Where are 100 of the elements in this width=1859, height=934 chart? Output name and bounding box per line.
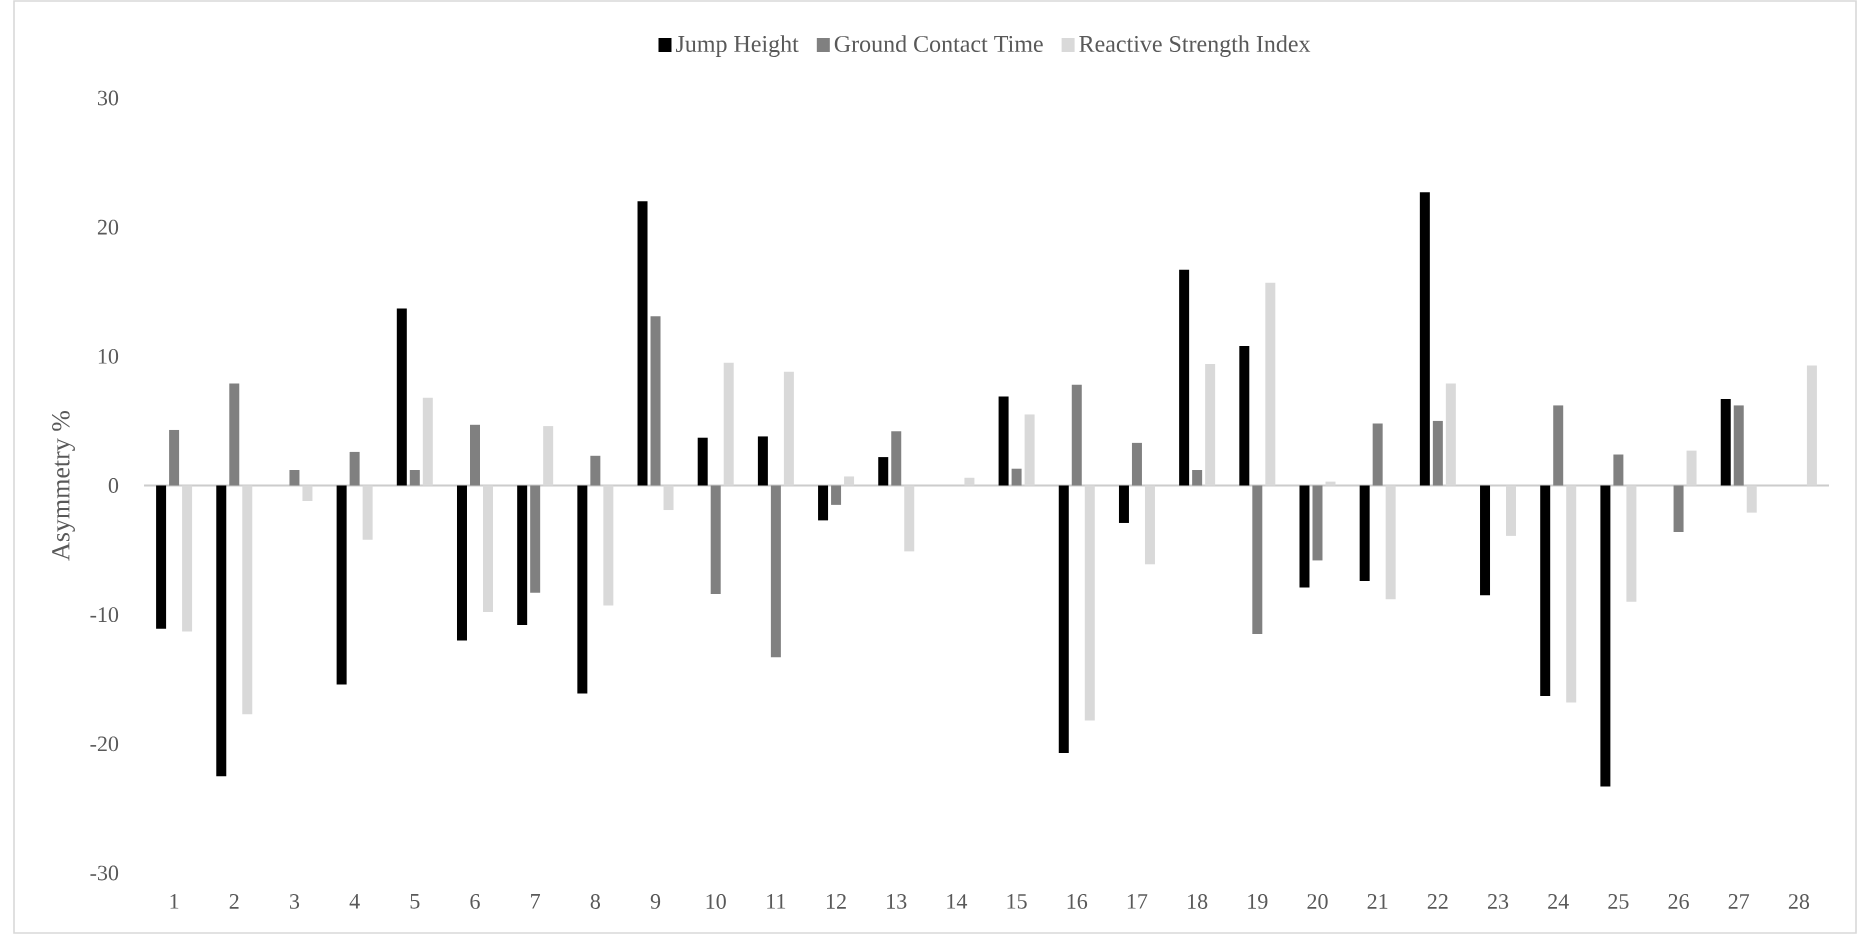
bar — [1118, 485, 1129, 523]
bar — [169, 429, 180, 486]
x-tick-label: 26 — [1668, 894, 1689, 909]
bar — [1673, 485, 1684, 533]
bar — [1179, 269, 1190, 486]
x-tick-label: 21 — [1367, 894, 1388, 909]
bar — [603, 485, 614, 606]
bar — [964, 477, 975, 486]
x-tick-label: 16 — [1067, 894, 1088, 909]
legend-label: Ground Contact Time — [834, 35, 1043, 53]
bar — [904, 485, 915, 552]
x-tick-label: 20 — [1307, 894, 1328, 909]
bar — [422, 397, 433, 486]
bar — [1131, 442, 1142, 486]
bar — [1600, 485, 1611, 787]
x-tick-label: 11 — [767, 894, 786, 909]
x-tick-label: 24 — [1548, 894, 1569, 909]
bar — [1506, 485, 1517, 536]
bar — [1239, 346, 1250, 486]
bar — [697, 437, 708, 486]
y-tick-label: 30 — [98, 90, 119, 106]
x-tick-label: 17 — [1127, 894, 1148, 909]
bar — [182, 485, 193, 632]
x-tick-label: 12 — [827, 894, 846, 909]
y-axis-title: Asymmetry % — [52, 410, 75, 561]
x-tick-label: 4 — [349, 894, 360, 909]
bar — [590, 455, 601, 486]
x-tick-label: 1 — [170, 894, 179, 909]
bar — [1372, 423, 1383, 486]
bar — [1733, 405, 1744, 486]
x-tick-label: 15 — [1007, 894, 1027, 909]
x-tick-label: 8 — [590, 894, 601, 909]
bar — [1540, 485, 1551, 697]
bar — [396, 308, 407, 486]
bar — [637, 201, 648, 486]
x-tick-label: 5 — [410, 894, 420, 909]
bar — [1553, 405, 1564, 486]
bar — [349, 451, 360, 486]
bar — [1312, 485, 1323, 561]
bar — [1084, 485, 1095, 721]
y-tick-label: 0 — [108, 478, 119, 493]
bar — [456, 485, 467, 641]
bar — [783, 371, 794, 486]
bar — [216, 485, 227, 777]
bar — [409, 470, 420, 486]
bar — [650, 316, 661, 486]
bar — [1024, 414, 1035, 486]
bar — [1480, 485, 1491, 596]
bar — [1445, 383, 1456, 486]
bar — [156, 485, 167, 629]
bar — [710, 485, 721, 594]
bar — [1566, 485, 1577, 703]
y-tick-label: -30 — [90, 865, 119, 881]
bar — [530, 485, 541, 593]
bar — [229, 383, 240, 486]
bar — [878, 457, 889, 486]
legend-label: Reactive Strength Index — [1079, 35, 1311, 57]
bar — [1720, 398, 1731, 486]
bar — [336, 485, 347, 685]
bar — [831, 485, 842, 505]
bar — [1265, 282, 1276, 486]
bar — [1144, 485, 1155, 565]
x-tick-label: 19 — [1248, 894, 1268, 909]
bar — [1252, 485, 1263, 635]
bar — [757, 436, 768, 486]
x-tick-label: 25 — [1608, 894, 1629, 909]
bar — [242, 485, 253, 715]
bar — [1325, 481, 1336, 486]
x-tick-label: 13 — [887, 894, 907, 909]
bar — [1432, 420, 1443, 486]
x-tick-label: 2 — [229, 894, 239, 909]
x-tick-label: 3 — [290, 894, 300, 909]
bar — [1071, 384, 1082, 486]
bar — [1686, 450, 1697, 486]
bar — [482, 485, 493, 613]
x-tick-label: 23 — [1488, 894, 1509, 909]
y-tick-label: 20 — [97, 219, 119, 235]
bar — [1385, 485, 1396, 600]
bar — [723, 362, 734, 486]
bar — [1746, 485, 1757, 513]
bar — [302, 485, 313, 501]
x-tick-label: 27 — [1728, 894, 1750, 909]
bar — [770, 485, 781, 658]
y-tick-label: -20 — [90, 736, 119, 752]
x-tick-label: 9 — [650, 894, 661, 909]
bar — [818, 485, 829, 521]
x-tick-label: 14 — [947, 894, 968, 909]
bar — [1806, 365, 1817, 486]
bar — [543, 426, 554, 486]
x-tick-label: 10 — [706, 894, 726, 909]
bar — [1011, 468, 1022, 486]
bar — [1299, 485, 1310, 588]
bar — [1626, 485, 1637, 602]
y-tick-label: 10 — [98, 348, 119, 364]
bar — [469, 424, 480, 486]
bar — [1205, 364, 1216, 486]
bar — [517, 485, 528, 625]
x-tick-label: 28 — [1788, 894, 1810, 909]
bar — [1058, 485, 1069, 753]
bar — [891, 431, 902, 486]
